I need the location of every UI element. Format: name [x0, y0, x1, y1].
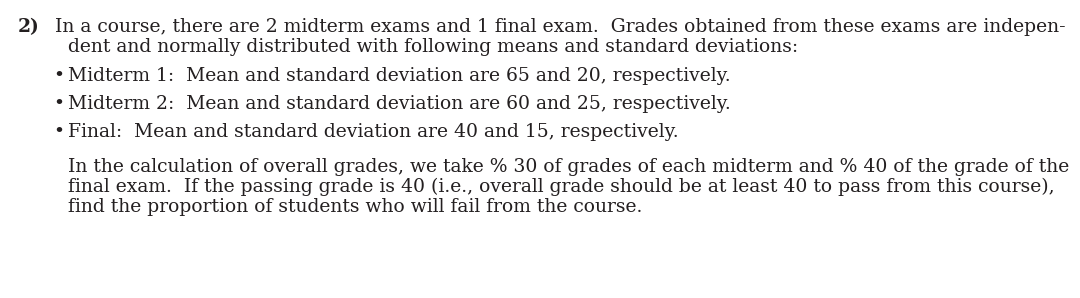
- Text: •: •: [53, 123, 64, 141]
- Text: In a course, there are 2 midterm exams and 1 final exam.  Grades obtained from t: In a course, there are 2 midterm exams a…: [55, 18, 1066, 36]
- Text: •: •: [53, 67, 64, 85]
- Text: Midterm 1:  Mean and standard deviation are 65 and 20, respectively.: Midterm 1: Mean and standard deviation a…: [68, 67, 731, 85]
- Text: •: •: [53, 95, 64, 113]
- Text: 2): 2): [18, 18, 40, 36]
- Text: Midterm 2:  Mean and standard deviation are 60 and 25, respectively.: Midterm 2: Mean and standard deviation a…: [68, 95, 731, 113]
- Text: find the proportion of students who will fail from the course.: find the proportion of students who will…: [68, 198, 643, 216]
- Text: Final:  Mean and standard deviation are 40 and 15, respectively.: Final: Mean and standard deviation are 4…: [68, 123, 678, 141]
- Text: dent and normally distributed with following means and standard deviations:: dent and normally distributed with follo…: [68, 38, 798, 56]
- Text: final exam.  If the passing grade is 40 (i.e., overall grade should be at least : final exam. If the passing grade is 40 (…: [68, 178, 1055, 196]
- Text: In the calculation of overall grades, we take % 30 of grades of each midterm and: In the calculation of overall grades, we…: [68, 158, 1069, 176]
